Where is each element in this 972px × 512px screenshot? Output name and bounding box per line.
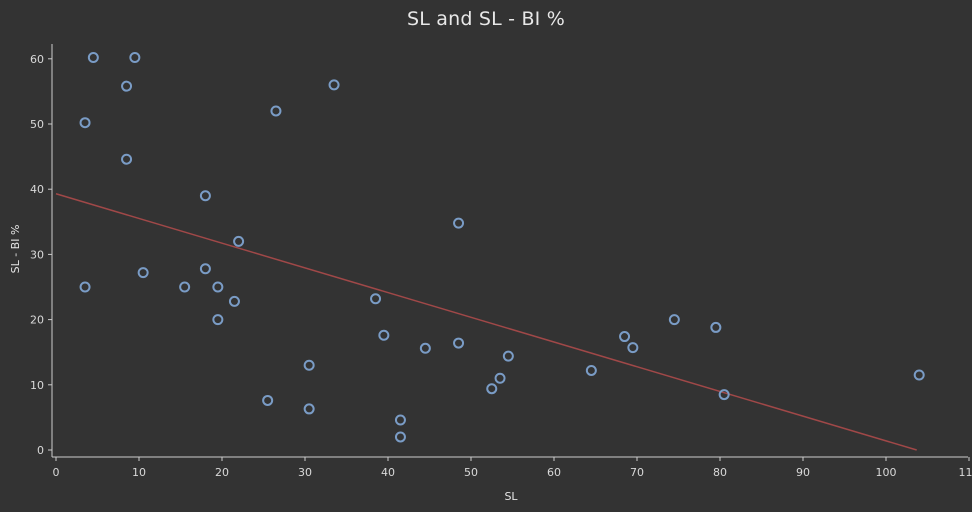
data-point (378, 329, 390, 341)
data-point (270, 105, 282, 117)
x-ticks: 0 10 20 30 40 50 60 70 80 90 100 110 (53, 457, 972, 479)
data-point (913, 369, 925, 381)
data-point (199, 263, 211, 275)
x-tick-label: 50 (464, 466, 478, 479)
data-point (668, 314, 680, 326)
data-point (453, 217, 465, 229)
x-tick-label: 90 (796, 466, 810, 479)
data-point (394, 431, 406, 443)
data-point (453, 337, 465, 349)
x-tick-label: 70 (630, 466, 644, 479)
data-point (179, 281, 191, 293)
data-points (79, 51, 925, 443)
data-point (627, 342, 639, 354)
trend-line (55, 193, 917, 451)
x-tick-label: 80 (713, 466, 727, 479)
data-point (262, 394, 274, 406)
y-tick-label: 10 (30, 379, 44, 392)
data-point (303, 403, 315, 415)
data-point (212, 314, 224, 326)
y-tick-label: 20 (30, 314, 44, 327)
data-point (212, 281, 224, 293)
y-tick-label: 0 (37, 444, 44, 457)
data-point (419, 342, 431, 354)
x-tick-label: 60 (547, 466, 561, 479)
x-tick-label: 10 (132, 466, 146, 479)
data-point (585, 364, 597, 376)
data-point (328, 79, 340, 91)
data-point (121, 153, 133, 165)
y-tick-label: 50 (30, 118, 44, 131)
data-point (394, 414, 406, 426)
y-tick-label: 40 (30, 183, 44, 196)
data-point (494, 372, 506, 384)
data-point (129, 51, 141, 63)
data-point (233, 235, 245, 247)
data-point (87, 51, 99, 63)
x-tick-label: 40 (381, 466, 395, 479)
axes (51, 44, 968, 458)
y-tick-label: 60 (30, 53, 44, 66)
data-point (121, 80, 133, 92)
y-axis-title: SL - BI % (9, 225, 22, 274)
data-point (79, 281, 91, 293)
x-tick-label: 110 (959, 466, 972, 479)
x-tick-label: 30 (298, 466, 312, 479)
chart-title: SL and SL - BI % (407, 8, 565, 30)
data-point (486, 383, 498, 395)
data-point (370, 293, 382, 305)
data-point (718, 389, 730, 401)
x-tick-label: 20 (215, 466, 229, 479)
x-axis-title: SL (504, 490, 518, 503)
data-point (619, 331, 631, 343)
data-point (710, 321, 722, 333)
x-tick-label: 0 (53, 466, 60, 479)
data-point (137, 267, 149, 279)
x-tick-label: 100 (876, 466, 897, 479)
data-point (199, 190, 211, 202)
data-point (79, 117, 91, 129)
trend-line-group (55, 193, 917, 451)
data-point (502, 350, 514, 362)
y-ticks: 0 10 20 30 40 50 60 (30, 53, 52, 457)
y-tick-label: 30 (30, 248, 44, 261)
data-point (228, 295, 240, 307)
data-point (303, 359, 315, 371)
